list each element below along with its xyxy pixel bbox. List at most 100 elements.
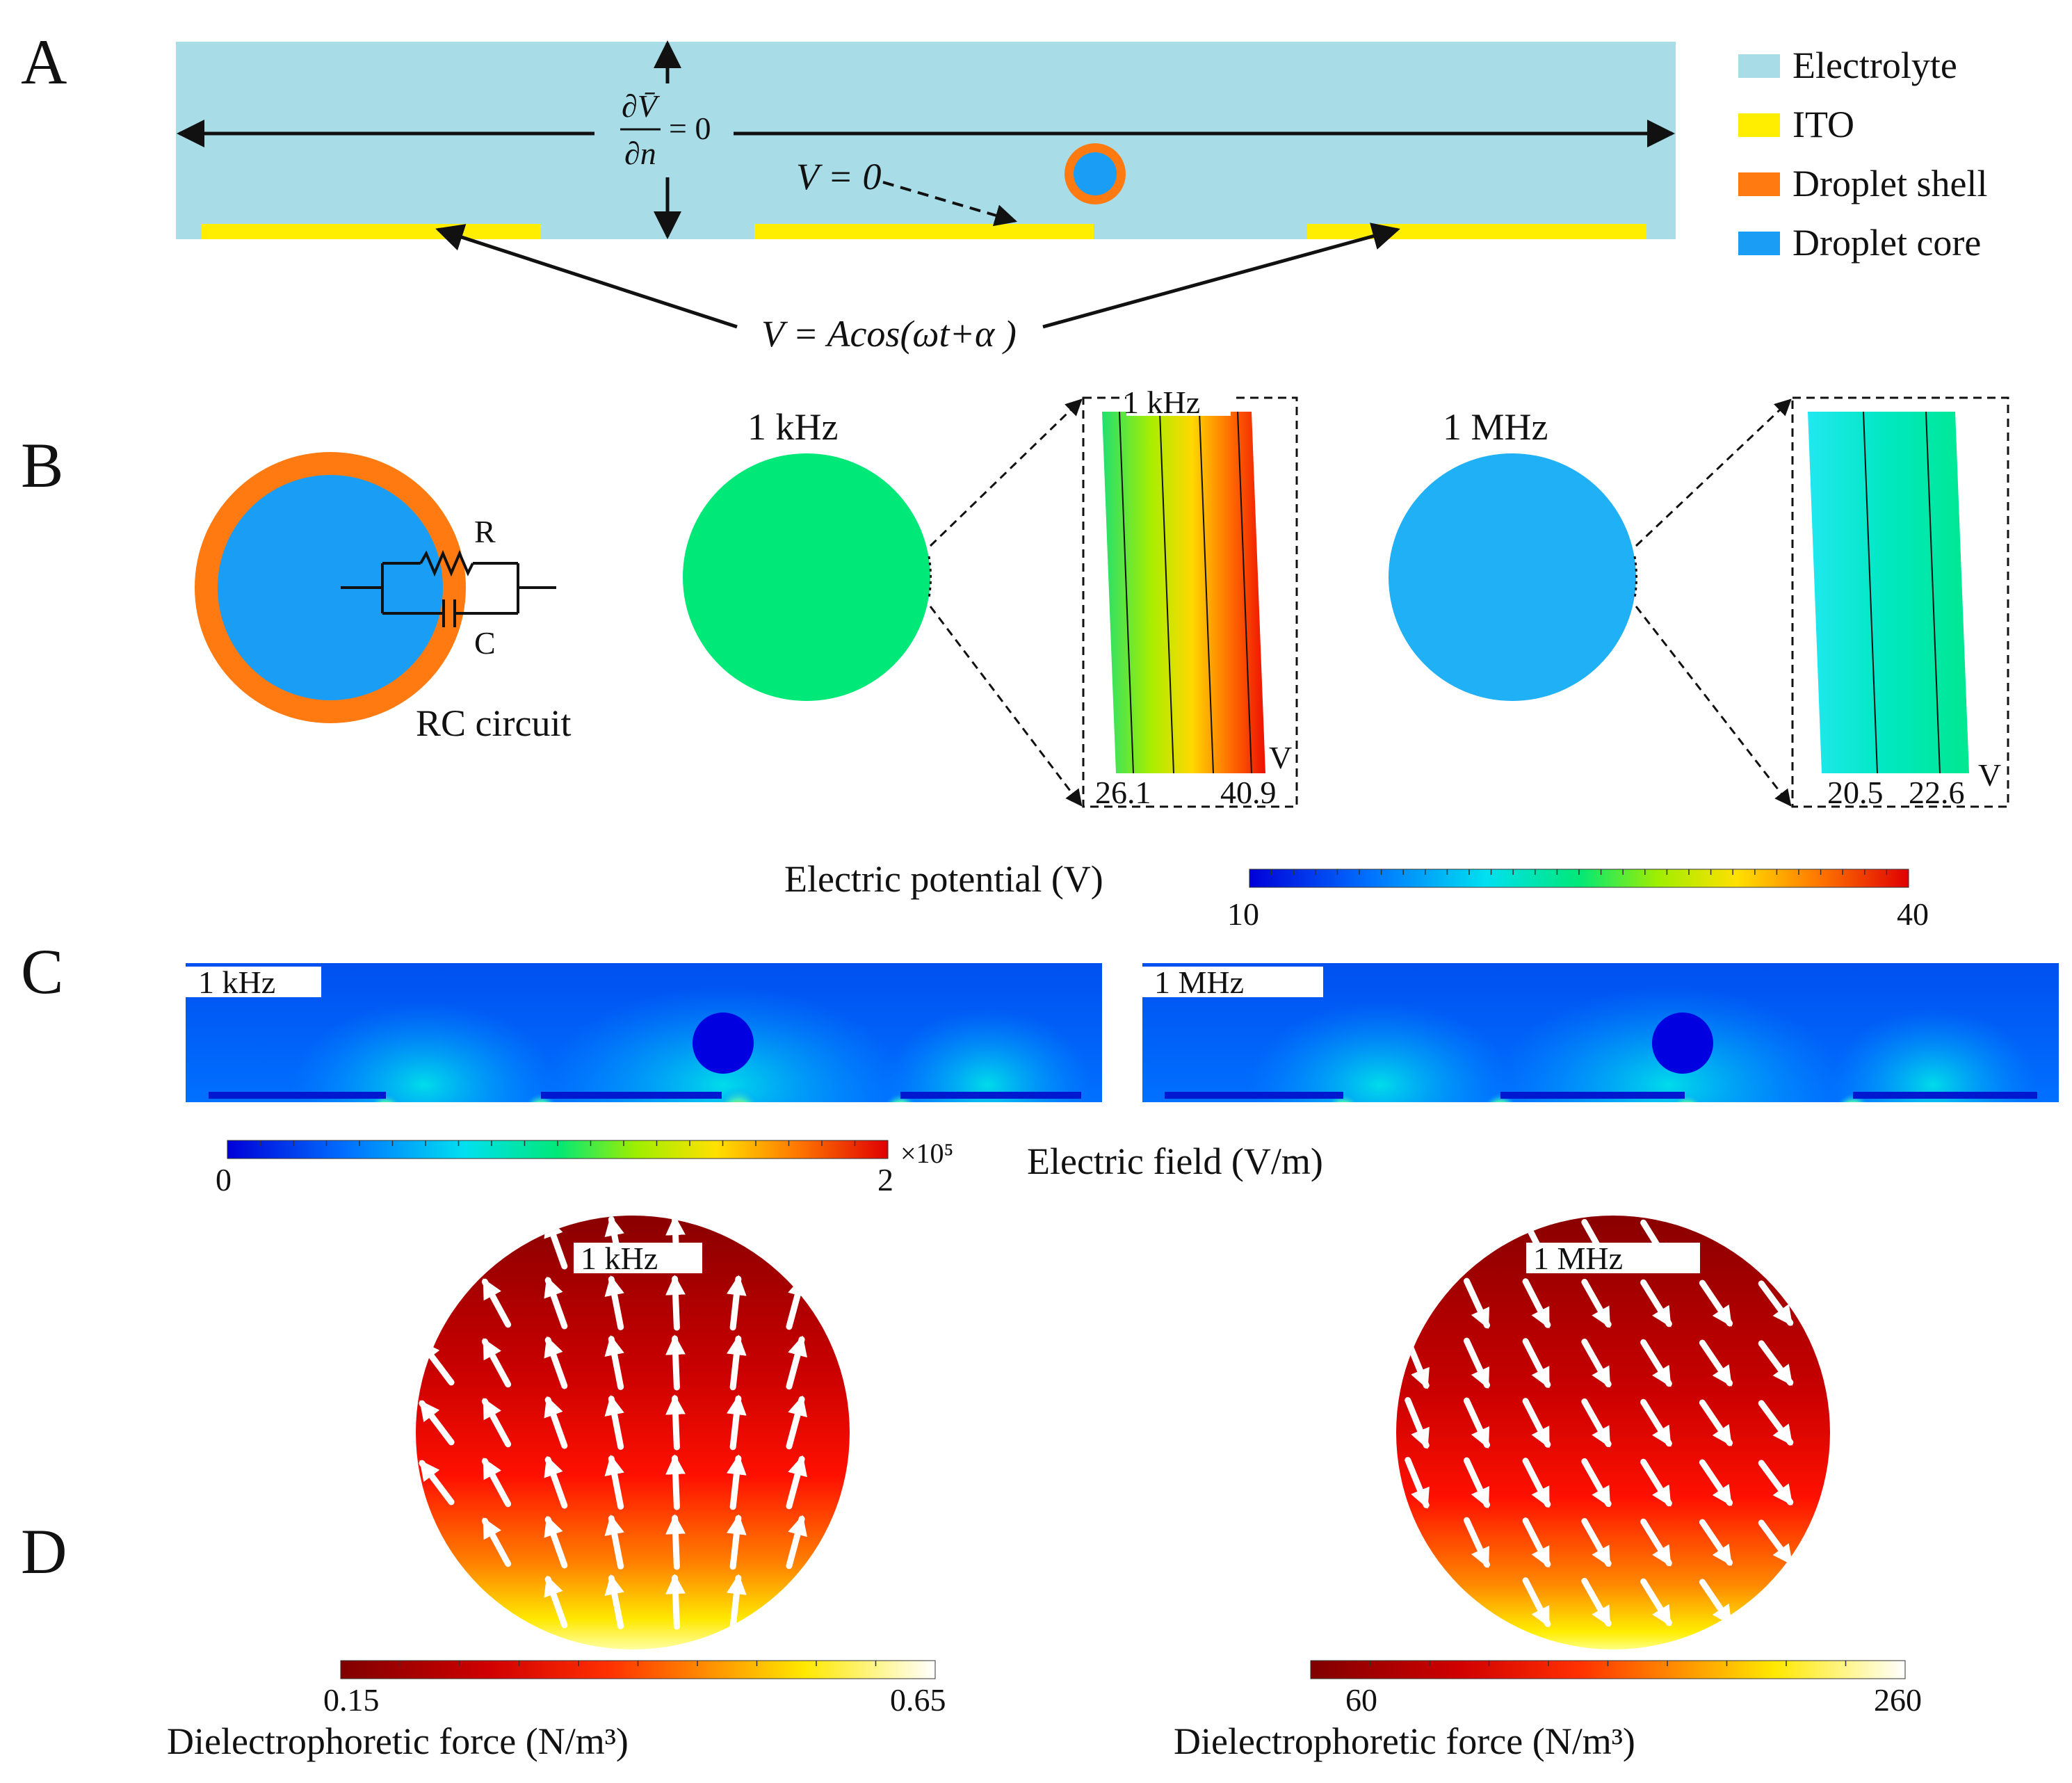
inset-potential-1mhz <box>1808 412 1969 773</box>
force-arrow <box>1581 1517 1612 1567</box>
force-arrow <box>1463 1517 1491 1569</box>
force-arrow <box>727 1275 747 1331</box>
force-arrow <box>1581 1338 1612 1388</box>
force-arrow <box>1522 1458 1551 1508</box>
rc-circuit-caption: RC circuit <box>416 702 571 744</box>
force-arrow <box>665 1275 686 1331</box>
legend-label-droplet-shell: Droplet shell <box>1792 163 1987 204</box>
force-arrow <box>481 1517 512 1567</box>
force-arrow <box>1640 1398 1672 1447</box>
legend-swatch-electrolyte <box>1738 54 1780 78</box>
force-arrow <box>481 1278 512 1328</box>
force-arrow <box>1640 1518 1672 1567</box>
panel-label-d: D <box>21 1516 67 1587</box>
zoom-line-top-1khz <box>929 398 1083 547</box>
force-arrow <box>1463 1277 1491 1330</box>
field-map-label-1khz: 1 kHz <box>198 965 275 1000</box>
force-arrow <box>1758 1400 1794 1446</box>
force-arrow <box>1522 1398 1551 1449</box>
force-arrow <box>604 1394 624 1450</box>
inset-title-1khz: 1 kHz <box>1123 385 1200 420</box>
force-arrow <box>786 1455 808 1510</box>
force-arrow <box>1463 1337 1491 1389</box>
force-arrow <box>665 1454 686 1510</box>
dep-colorbar-ticks-1khz <box>399 1661 877 1666</box>
force-arrow <box>1522 1278 1551 1329</box>
force-arrow <box>544 1396 568 1449</box>
legend-label-electrolyte: Electrolyte <box>1792 45 1957 86</box>
ito-electrode-1 <box>202 224 541 239</box>
force-arrow <box>786 1395 808 1450</box>
legend-swatch-droplet-shell <box>1738 172 1780 196</box>
force-arrow <box>727 1514 747 1570</box>
electrolyte-domain <box>176 42 1676 239</box>
force-arrow <box>1640 1339 1672 1387</box>
force-arrow <box>1581 1278 1612 1328</box>
force-arrow <box>604 1275 624 1330</box>
dep-colorbar-max-1khz: 0.65 <box>890 1682 946 1718</box>
force-arrow <box>1522 1338 1551 1389</box>
dep-colorbar-title-1khz: Dielectrophoretic force (N/m³) <box>167 1720 629 1762</box>
panel-label-b: B <box>21 430 63 501</box>
force-arrow <box>544 1515 568 1569</box>
force-arrow <box>1581 1458 1612 1508</box>
dep-force-label-1mhz: 1 MHz <box>1533 1241 1623 1276</box>
force-arrow <box>544 1276 568 1330</box>
force-arrow <box>481 1458 512 1508</box>
force-arrow <box>419 1460 455 1506</box>
force-arrow <box>665 1574 686 1630</box>
legend-label-ito: ITO <box>1792 104 1854 145</box>
force-arrow <box>727 1394 747 1451</box>
potential-colorbar-max: 40 <box>1897 896 1929 932</box>
force-arrow <box>727 1334 747 1391</box>
dep-colorbar-min-1khz: 0.15 <box>323 1682 380 1718</box>
force-arrow <box>419 1400 455 1446</box>
ito-electrode-2 <box>754 224 1094 239</box>
field-colorbar-exponent: ×10⁵ <box>900 1138 954 1169</box>
force-arrow <box>1699 1339 1733 1387</box>
ito-electrode-3 <box>1307 224 1646 239</box>
potential-colorbar-title: Electric potential (V) <box>784 858 1103 900</box>
field-colorbar-min: 0 <box>216 1162 232 1197</box>
rc-droplet-core <box>218 475 443 700</box>
ground-label: V = 0 <box>796 156 881 197</box>
boundary-condition-label: ∂V̄ ∂n = 0 <box>620 88 711 171</box>
potential-freq-high-label: 1 MHz <box>1443 406 1548 448</box>
force-arrow <box>604 1574 624 1629</box>
inset-max-1mhz: 22.6 <box>1909 775 1965 810</box>
ground-arrow <box>882 181 1018 227</box>
legend: Electrolyte ITO Droplet shell Droplet co… <box>1738 45 1987 264</box>
zoom-line-bottom-1mhz <box>1635 606 1792 807</box>
panel-label-c: C <box>21 936 63 1007</box>
force-arrow <box>1581 1577 1612 1627</box>
inset-potential-1khz <box>1102 412 1265 773</box>
legend-swatch-ito <box>1738 113 1780 137</box>
force-arrow <box>1699 1459 1733 1506</box>
svg-text:∂V̄: ∂V̄ <box>622 88 661 124</box>
field-map-1khz: 1 kHz <box>186 963 1102 1102</box>
inset-min-1khz: 26.1 <box>1095 775 1151 810</box>
force-arrow <box>604 1334 624 1390</box>
force-arrow <box>786 1335 808 1390</box>
force-arrow <box>1758 1460 1794 1506</box>
inset-unit-1khz: V <box>1269 740 1292 775</box>
rc-capacitor-label: C <box>474 625 496 661</box>
field-map-1mhz: 1 MHz <box>1142 963 2059 1102</box>
potential-freq-low-label: 1 kHz <box>747 406 838 448</box>
force-arrow <box>1699 1399 1733 1446</box>
zoom-region-1khz <box>928 556 932 599</box>
dep-colorbar-min-1mhz: 60 <box>1345 1682 1377 1718</box>
panel-label-a: A <box>21 26 67 97</box>
dep-force-droplet-1khz: 1 kHz <box>416 1216 850 1649</box>
force-arrow <box>1640 1279 1672 1328</box>
droplet-core <box>1074 152 1117 195</box>
force-arrow <box>1699 1579 1733 1626</box>
legend-label-droplet-core: Droplet core <box>1792 222 1981 264</box>
force-arrow <box>665 1514 686 1570</box>
field-map-label-1mhz: 1 MHz <box>1154 965 1244 1000</box>
force-arrow <box>1640 1458 1672 1507</box>
drive-voltage-label: V = Acos(ωt+α ) <box>761 313 1017 355</box>
inset-min-1mhz: 20.5 <box>1827 775 1884 810</box>
force-arrow <box>604 1514 624 1570</box>
force-arrow <box>1463 1397 1491 1449</box>
